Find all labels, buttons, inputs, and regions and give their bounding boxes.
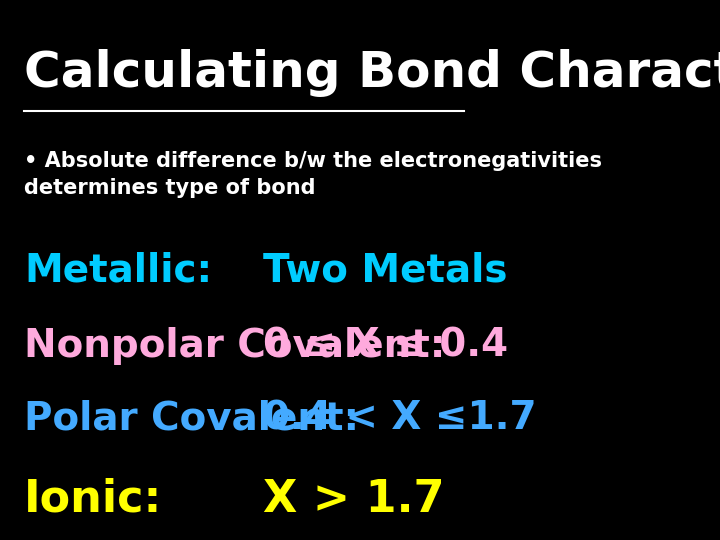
Text: 0.4 < X ≤1.7: 0.4 < X ≤1.7 [263,400,536,437]
Text: Polar Covalent:: Polar Covalent: [24,400,359,437]
Text: X > 1.7: X > 1.7 [263,478,444,521]
Text: Nonpolar Covalent:: Nonpolar Covalent: [24,327,445,364]
Text: Ionic:: Ionic: [24,478,162,521]
Text: • Absolute difference b/w the electronegativities
determines type of bond: • Absolute difference b/w the electroneg… [24,151,602,198]
Text: Two Metals: Two Metals [263,251,508,289]
Text: Metallic:: Metallic: [24,251,212,289]
Text: Calculating Bond Character: Calculating Bond Character [24,49,720,97]
Text: 0 ≤ X ≤ 0.4: 0 ≤ X ≤ 0.4 [263,327,508,364]
